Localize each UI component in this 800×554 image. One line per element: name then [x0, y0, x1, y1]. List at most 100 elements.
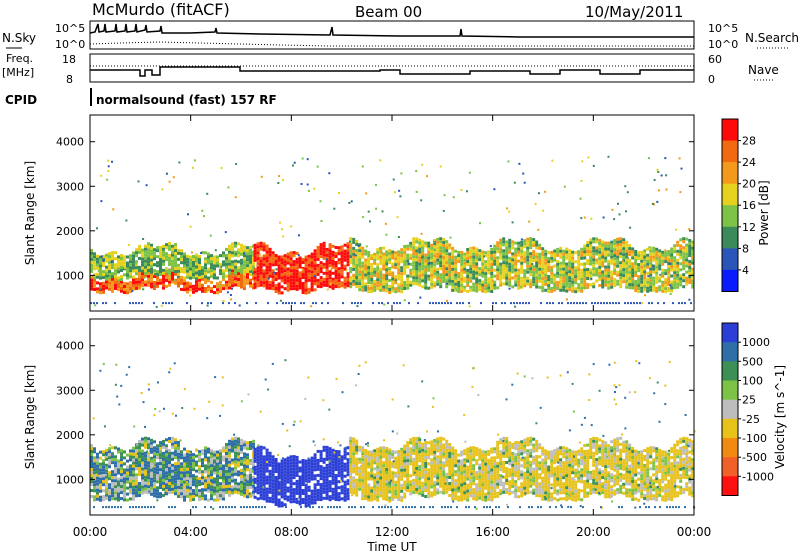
data-cell — [415, 273, 419, 277]
data-cell — [144, 250, 147, 254]
data-cell — [382, 482, 386, 486]
data-cell — [367, 287, 371, 290]
data-cell — [634, 253, 638, 256]
data-cell — [198, 492, 201, 496]
data-cell — [427, 268, 431, 272]
data-cell — [280, 486, 284, 490]
freq-panel: Freq. [MHz] 18 8 60 0 Nave — [2, 52, 779, 86]
data-cell — [385, 483, 389, 486]
data-cell — [676, 240, 680, 244]
scatter-cell — [191, 166, 194, 169]
data-cell — [625, 267, 629, 271]
data-cell — [259, 244, 263, 248]
data-cell — [622, 262, 626, 266]
data-cell — [442, 247, 446, 250]
colorbar-swatch — [722, 119, 738, 142]
data-cell — [289, 476, 293, 480]
data-cell — [499, 253, 503, 257]
data-cell — [376, 248, 380, 252]
data-cell — [201, 449, 204, 453]
data-cell — [144, 478, 147, 482]
data-cell — [376, 480, 380, 484]
data-cell — [343, 453, 347, 457]
scatter-cell — [446, 282, 449, 285]
data-cell — [99, 270, 102, 274]
data-cell — [358, 481, 362, 485]
data-cell — [108, 459, 111, 463]
data-cell — [370, 495, 374, 499]
data-cell — [126, 477, 129, 481]
scatter-cell — [203, 215, 205, 218]
data-cell — [331, 448, 335, 452]
data-cell — [328, 456, 332, 460]
scatter-cell — [313, 275, 316, 277]
data-cell — [292, 467, 296, 471]
data-cell — [132, 479, 135, 483]
data-cell — [271, 470, 275, 474]
data-cell — [676, 258, 680, 262]
data-cell — [361, 246, 365, 250]
data-cell — [304, 504, 308, 508]
data-cell — [243, 443, 246, 447]
data-cell — [376, 483, 380, 487]
data-cell — [340, 455, 344, 459]
data-cell — [364, 461, 368, 464]
data-cell — [679, 256, 683, 260]
data-cell — [484, 275, 488, 279]
data-cell — [192, 264, 195, 267]
data-cell — [162, 253, 165, 257]
data-cell — [442, 491, 446, 495]
data-cell — [511, 252, 515, 256]
data-cell — [96, 485, 99, 489]
data-cell — [153, 257, 156, 261]
data-cell — [481, 274, 485, 278]
data-cell — [301, 258, 305, 261]
scatter-cell — [653, 179, 656, 181]
data-cell — [340, 473, 344, 477]
data-cell — [268, 481, 272, 485]
data-cell — [277, 477, 281, 481]
data-cell — [313, 255, 317, 259]
data-cell — [105, 481, 108, 485]
data-cell — [436, 270, 440, 274]
ground-cell — [441, 302, 443, 305]
data-cell — [445, 252, 449, 256]
data-cell — [385, 268, 389, 272]
data-cell — [213, 267, 216, 271]
data-cell — [256, 446, 260, 450]
data-cell — [216, 264, 219, 268]
data-cell — [391, 289, 395, 293]
data-cell — [274, 254, 278, 257]
data-cell — [147, 277, 150, 281]
data-cell — [313, 477, 317, 481]
data-cell — [231, 491, 234, 495]
data-cell — [376, 462, 380, 466]
data-cell — [406, 468, 410, 472]
colorbar-swatch — [722, 248, 738, 271]
data-cell — [234, 436, 237, 440]
scatter-cell — [403, 299, 406, 302]
data-cell — [117, 447, 120, 451]
data-cell — [550, 280, 554, 284]
data-cell — [159, 462, 162, 466]
data-cell — [99, 285, 102, 289]
data-cell — [96, 473, 99, 477]
data-cell — [508, 283, 512, 287]
colorbar-tick-label: 28 — [742, 135, 756, 148]
data-cell — [502, 273, 506, 277]
data-cell — [216, 450, 219, 454]
scatter-cell — [406, 283, 409, 286]
data-cell — [189, 276, 192, 280]
data-cell — [228, 280, 231, 284]
data-cell — [568, 261, 572, 265]
data-cell — [550, 268, 554, 272]
data-cell — [439, 454, 443, 458]
data-cell — [415, 255, 419, 259]
data-cell — [322, 247, 326, 251]
data-cell — [228, 286, 231, 290]
data-cell — [219, 283, 222, 287]
data-cell — [337, 453, 341, 457]
data-cell — [271, 257, 275, 261]
data-cell — [610, 249, 614, 253]
data-cell — [147, 443, 150, 447]
